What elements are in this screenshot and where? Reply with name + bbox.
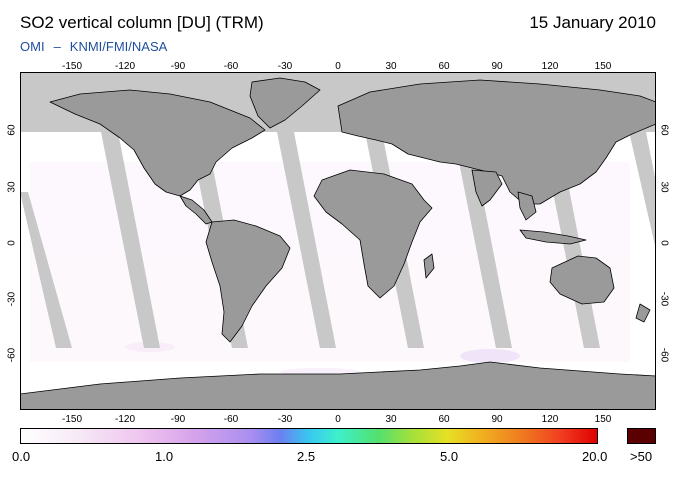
lat-label-left: -30 — [6, 291, 18, 307]
so2-colorbar — [20, 428, 598, 444]
overflow-color-box — [627, 428, 656, 444]
credit-instrument: OMI — [20, 39, 45, 54]
continents — [20, 77, 656, 410]
lon-label-bottom: -150 — [61, 414, 83, 425]
lat-label-left: 30 — [6, 181, 18, 193]
lon-label-top: -60 — [223, 61, 239, 72]
lon-label-bottom: 30 — [385, 414, 397, 425]
credit-dash: – — [53, 39, 61, 54]
colorbar-label: 5.0 — [440, 449, 459, 464]
colorbar-label: 20.0 — [582, 449, 608, 464]
lon-label-bottom: 120 — [541, 414, 559, 425]
data-credit: OMI – KNMI/FMI/NASA — [20, 39, 167, 54]
lat-label-left: 60 — [6, 124, 18, 136]
lat-label-right: 60 — [658, 124, 670, 136]
lon-label-top: -30 — [277, 61, 293, 72]
south-america — [205, 219, 291, 343]
overflow-label: >50 — [630, 449, 653, 464]
lon-label-bottom: -60 — [223, 414, 239, 425]
lon-label-bottom: 90 — [491, 414, 503, 425]
africa — [313, 169, 433, 299]
north-america — [49, 89, 266, 197]
lon-label-top: 150 — [594, 61, 612, 72]
map-title: SO2 vertical column [DU] (TRM) — [20, 13, 264, 32]
lon-label-top: -150 — [61, 61, 83, 72]
lon-label-bottom: -120 — [114, 414, 136, 425]
lon-label-bottom: 60 — [438, 414, 450, 425]
lon-label-top: 30 — [385, 61, 397, 72]
lon-label-top: 120 — [541, 61, 559, 72]
lon-label-top: 60 — [438, 61, 450, 72]
india — [471, 169, 503, 207]
lat-label-right: 0 — [658, 240, 670, 246]
madagascar — [423, 253, 435, 279]
indonesia — [519, 229, 587, 245]
so2-world-map — [20, 72, 656, 410]
southeast-asia — [517, 191, 537, 221]
antarctica — [20, 361, 656, 410]
lon-label-top: 90 — [491, 61, 503, 72]
colorbar-label: 0.0 — [12, 449, 31, 464]
lon-label-top: -120 — [114, 61, 136, 72]
europe-asia — [337, 79, 656, 205]
lon-label-bottom: -30 — [277, 414, 293, 425]
lat-label-left: 0 — [6, 240, 18, 246]
lon-label-bottom: 0 — [335, 414, 341, 425]
lat-label-right: -30 — [658, 291, 670, 307]
lon-label-bottom: 150 — [594, 414, 612, 425]
lat-label-right: 30 — [658, 181, 670, 193]
map-frame — [20, 72, 656, 410]
lon-label-top: 0 — [335, 61, 341, 72]
credit-institutions: KNMI/FMI/NASA — [69, 39, 168, 54]
map-date: 15 January 2010 — [529, 13, 656, 32]
new-zealand — [635, 303, 651, 323]
australia — [549, 255, 615, 305]
lon-label-bottom: -90 — [170, 414, 186, 425]
lat-label-right: -60 — [658, 347, 670, 363]
colorbar-label: 2.5 — [297, 449, 316, 464]
greenland — [249, 77, 321, 129]
colorbar-label: 1.0 — [155, 449, 174, 464]
lon-label-top: -90 — [170, 61, 186, 72]
lat-label-left: -60 — [6, 347, 18, 363]
central-america — [179, 195, 213, 225]
